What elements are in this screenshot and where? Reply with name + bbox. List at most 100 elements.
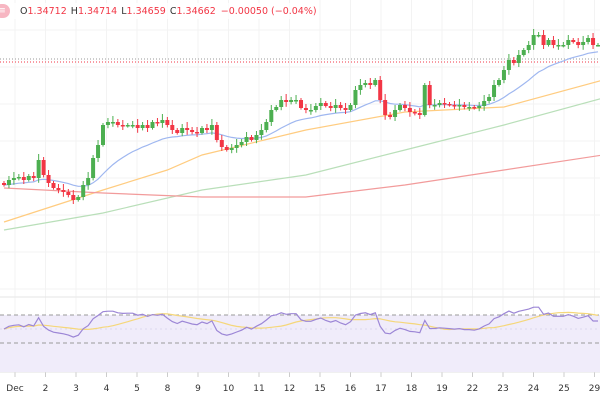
candle-down — [190, 130, 195, 132]
candle-up — [101, 125, 105, 145]
candle-up — [501, 70, 506, 80]
candle-up — [506, 60, 511, 70]
open-value: 1.34712 — [27, 5, 67, 17]
candle-down — [284, 100, 289, 102]
candle-up — [363, 83, 368, 85]
close-value: 1.34662 — [176, 5, 216, 17]
candle-down — [368, 83, 373, 85]
candle-down — [120, 125, 125, 127]
candle-up — [91, 158, 96, 178]
candle-up — [229, 148, 234, 150]
menu-icon[interactable]: ≡ — [0, 4, 10, 18]
candle-down — [299, 100, 303, 108]
candle-up — [81, 185, 86, 197]
candle-up — [150, 122, 155, 128]
candle-up — [432, 105, 437, 107]
candle-up — [358, 85, 363, 90]
candle-up — [254, 135, 259, 140]
candle-down — [427, 85, 432, 105]
candle-up — [492, 85, 497, 97]
candle-up — [180, 128, 185, 133]
moving-average-ma_slow — [3, 98, 600, 231]
moving-average-ma_long — [3, 154, 600, 198]
high-label: H — [70, 5, 78, 17]
candle-up — [209, 125, 214, 130]
x-tick-label: 12 — [283, 384, 296, 394]
candle-up — [556, 45, 561, 47]
x-tick-label: 9 — [195, 384, 201, 394]
candle-up — [586, 38, 591, 42]
candle-up — [274, 107, 279, 110]
x-tick-label: 4 — [103, 384, 110, 394]
candle-down — [378, 80, 383, 100]
candle-up — [140, 125, 145, 128]
candle-up — [596, 45, 600, 47]
x-tick-label: 15 — [314, 384, 326, 394]
x-tick-label: 22 — [466, 384, 479, 394]
candle-up — [308, 110, 313, 112]
candle-up — [561, 45, 566, 47]
candle-down — [2, 183, 6, 185]
candle-down — [21, 177, 26, 180]
candle-up — [526, 45, 531, 50]
candle-up — [531, 35, 536, 45]
candle-up — [482, 101, 487, 106]
candle-up — [16, 177, 21, 179]
candle-up — [536, 35, 541, 37]
candle-up — [200, 128, 204, 133]
candle-down — [214, 125, 219, 140]
x-tick-label: 2 — [42, 384, 49, 394]
candle-up — [393, 110, 398, 117]
candle-up — [96, 145, 101, 158]
candle-up — [234, 145, 239, 148]
change-value: −0.00050 (−0.04%) — [220, 5, 317, 17]
candle-up — [294, 100, 299, 102]
candle-down — [71, 195, 76, 200]
candle-down — [224, 147, 229, 150]
candle-down — [51, 183, 56, 188]
candle-down — [551, 40, 556, 45]
moving-average-fast — [3, 51, 599, 187]
candle-down — [452, 105, 457, 107]
candle-down — [576, 42, 581, 45]
candle-up — [86, 178, 91, 185]
candle-down — [303, 108, 308, 110]
x-tick-label: Dec — [6, 384, 24, 394]
candle-down — [511, 60, 516, 63]
candle-down — [249, 137, 254, 140]
candle-down — [46, 175, 51, 183]
candle-down — [66, 192, 71, 195]
x-tick-label: 25 — [558, 384, 570, 394]
candle-down — [442, 103, 447, 105]
x-tick-label: 18 — [405, 384, 418, 394]
candle-down — [417, 113, 422, 115]
candle-up — [110, 122, 115, 124]
candle-up — [477, 106, 482, 108]
candle-down — [195, 132, 200, 134]
candle-up — [546, 40, 551, 45]
open-label: O — [20, 5, 28, 17]
x-tick-label: 24 — [527, 384, 540, 394]
candle-down — [61, 190, 66, 192]
candle-up — [239, 142, 244, 145]
x-tick-label: 16 — [344, 384, 357, 394]
candle-up — [264, 122, 269, 130]
candle-up — [422, 85, 427, 115]
candle-up — [497, 80, 501, 85]
candle-up — [487, 97, 492, 101]
candle-up — [566, 40, 571, 45]
candle-up — [76, 197, 81, 200]
candle-up — [259, 130, 264, 135]
candle-up — [130, 125, 135, 127]
candle-down — [402, 105, 407, 108]
candle-up — [279, 100, 284, 107]
x-tick-label: 17 — [375, 384, 387, 394]
candle-up — [521, 50, 526, 55]
ohlc-legend: ≡ O 1.34712 H 1.34714 L 1.34659 C 1.34662 −0… — [0, 3, 317, 19]
candle-up — [516, 55, 521, 63]
candle-up — [348, 105, 353, 110]
candle-down — [170, 125, 175, 130]
candle-down — [388, 115, 393, 117]
x-tick-label: 5 — [134, 384, 140, 394]
